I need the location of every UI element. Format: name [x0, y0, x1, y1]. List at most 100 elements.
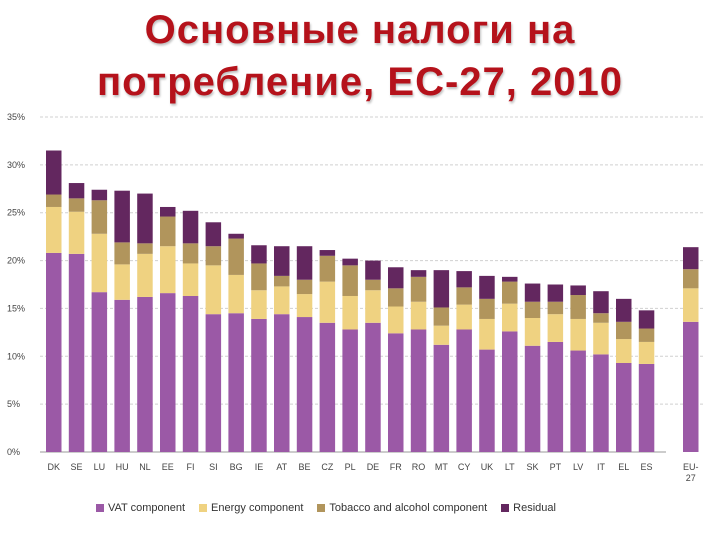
bar-tobacco-pl: [342, 265, 358, 296]
page-title: Основные налоги на потребление, ЕС-27, 2…: [0, 4, 720, 108]
bar-vat-si: [205, 314, 222, 452]
bar-vat-ie: [251, 318, 267, 452]
bar-residual-fr: [388, 267, 404, 289]
bar-tobacco-lt: [502, 281, 518, 304]
legend-swatch-tobacco: [317, 504, 326, 512]
bar-energy-pt: [547, 314, 564, 342]
bar-tobacco-mt: [433, 307, 450, 326]
bar-vat-bg: [228, 313, 244, 452]
bar-residual-lv: [570, 285, 586, 296]
bar-vat-pt: [547, 341, 564, 452]
bar-energy-eu-27: [683, 288, 699, 322]
bar-vat-dk: [46, 252, 62, 452]
bar-tobacco-sk: [524, 301, 541, 318]
x-tick-label: MT: [435, 462, 448, 472]
bar-energy-it: [593, 322, 609, 355]
bar-residual-el: [616, 298, 632, 322]
bar-energy-de: [365, 290, 381, 323]
y-tick-label: 15%: [7, 303, 25, 313]
x-tick-label: LT: [505, 462, 515, 472]
bar-residual-uk: [479, 275, 495, 299]
bar-energy-es: [638, 341, 655, 364]
bar-residual-lt: [502, 276, 518, 282]
bar-tobacco-it: [593, 313, 609, 323]
x-tick-label: LU: [94, 462, 106, 472]
legend-label-tobacco: Tobacco and alcohol component: [329, 502, 488, 514]
legend-label-vat: VAT component: [108, 502, 186, 514]
bar-tobacco-ie: [251, 263, 267, 291]
legend-item-energy: Energy component: [199, 502, 303, 514]
bar-vat-de: [365, 322, 381, 452]
bar-vat-ro: [410, 329, 427, 452]
bar-residual-ie: [251, 245, 267, 264]
bar-residual-nl: [137, 193, 153, 244]
bar-energy-hu: [114, 264, 130, 300]
chart-legend: VAT component Energy component Tobacco and…: [96, 499, 716, 517]
y-tick-label: 20%: [7, 256, 25, 266]
x-tick-label: FI: [187, 462, 195, 472]
y-tick-label: 0%: [7, 447, 20, 457]
bar-vat-lu: [91, 292, 108, 452]
bar-tobacco-lv: [570, 295, 586, 319]
bar-vat-at: [274, 314, 290, 452]
x-tick-label: EU-: [683, 462, 699, 472]
bar-vat-cy: [456, 329, 472, 452]
bar-vat-uk: [479, 349, 495, 452]
bar-residual-be: [296, 246, 313, 280]
x-tick-label: PT: [550, 462, 562, 472]
bar-tobacco-hu: [114, 242, 130, 265]
x-tick-label: UK: [481, 462, 494, 472]
bar-residual-fi: [182, 210, 199, 244]
bar-residual-cy: [456, 271, 472, 288]
x-tick-label-cont: 27: [686, 473, 696, 483]
bar-vat-lt: [502, 331, 518, 452]
bar-vat-lv: [570, 350, 586, 452]
bar-tobacco-ro: [410, 276, 427, 302]
bar-residual-mt: [433, 270, 450, 308]
x-tick-label: NL: [139, 462, 151, 472]
bar-residual-lu: [91, 189, 108, 201]
bar-vat-hu: [114, 299, 130, 452]
bar-vat-sk: [524, 345, 541, 452]
bar-energy-dk: [46, 206, 62, 253]
bar-tobacco-se: [68, 198, 85, 212]
bar-residual-ee: [160, 206, 176, 217]
x-tick-label: HU: [116, 462, 129, 472]
x-tick-label: ES: [641, 462, 653, 472]
bar-tobacco-nl: [137, 243, 153, 254]
bar-vat-mt: [433, 344, 450, 452]
bar-energy-se: [68, 211, 85, 254]
bar-vat-eu-27: [683, 321, 699, 452]
bar-tobacco-at: [274, 275, 290, 287]
bar-residual-hu: [114, 190, 130, 243]
bar-tobacco-fi: [182, 243, 199, 264]
title-line-2: потребление, ЕС-27, 2010: [97, 60, 623, 104]
bar-energy-ee: [160, 246, 176, 294]
bar-residual-ro: [410, 270, 427, 277]
x-tick-label: CZ: [321, 462, 333, 472]
x-tick-label: IT: [597, 462, 606, 472]
bar-residual-dk: [46, 150, 62, 195]
bar-residual-at: [274, 246, 290, 276]
bar-residual-si: [205, 222, 222, 247]
bar-tobacco-pt: [547, 301, 564, 315]
bar-energy-be: [296, 294, 313, 318]
bar-energy-at: [274, 286, 290, 315]
bar-tobacco-fr: [388, 288, 404, 307]
bar-energy-el: [616, 339, 632, 363]
x-tick-label: PL: [345, 462, 356, 472]
bar-vat-ee: [160, 293, 176, 452]
bar-energy-mt: [433, 325, 450, 345]
bar-energy-cz: [319, 281, 336, 323]
bar-tobacco-be: [296, 279, 313, 295]
bar-tobacco-lu: [91, 200, 108, 234]
legend-label-residual: Residual: [513, 502, 556, 514]
bar-energy-bg: [228, 274, 244, 314]
bar-vat-cz: [319, 322, 336, 452]
bar-vat-pl: [342, 329, 358, 452]
bar-energy-sk: [524, 318, 541, 346]
bar-tobacco-dk: [46, 194, 62, 207]
bar-vat-es: [638, 363, 655, 452]
bar-residual-de: [365, 260, 381, 280]
